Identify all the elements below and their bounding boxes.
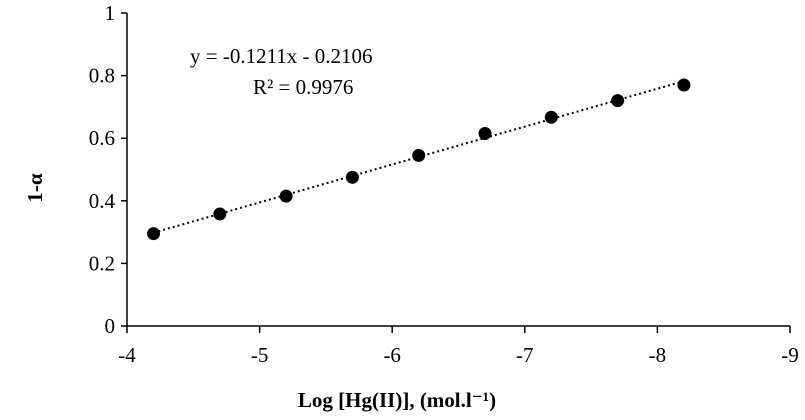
data-point	[345, 170, 359, 184]
y-axis-title: 1-α	[23, 173, 47, 202]
data-point	[677, 78, 691, 92]
x-tick-label: -9	[781, 343, 799, 367]
y-tick-label: 0	[105, 314, 116, 338]
x-tick-label: -7	[516, 343, 534, 367]
data-point	[213, 207, 227, 221]
y-tick-label: 1	[105, 1, 116, 25]
x-axis: -4 -5 -6 -7 -8 -9	[118, 325, 799, 367]
x-tick-label: -6	[383, 343, 401, 367]
data-point	[279, 189, 293, 203]
y-axis: 0 0.2 0.4 0.6 0.8 1	[89, 1, 128, 338]
data-points	[147, 78, 691, 241]
trendline-equation: y = -0.1211x - 0.2106	[190, 44, 373, 68]
y-tick-label: 0.4	[89, 189, 116, 213]
y-tick-label: 0.8	[89, 64, 115, 88]
x-tick-label: -8	[649, 343, 667, 367]
x-tick-label: -4	[118, 343, 136, 367]
data-point	[478, 127, 492, 141]
data-point	[611, 94, 625, 108]
x-tick-label: -5	[251, 343, 269, 367]
data-point	[544, 110, 558, 124]
y-tick-label: 0.6	[89, 126, 115, 150]
data-point	[412, 148, 426, 162]
x-axis-title: Log [Hg(II)], (mol.l⁻¹)	[298, 388, 496, 412]
data-point	[147, 227, 161, 241]
trendline-r-squared: R² = 0.9976	[253, 75, 353, 99]
y-tick-label: 0.2	[89, 251, 115, 275]
